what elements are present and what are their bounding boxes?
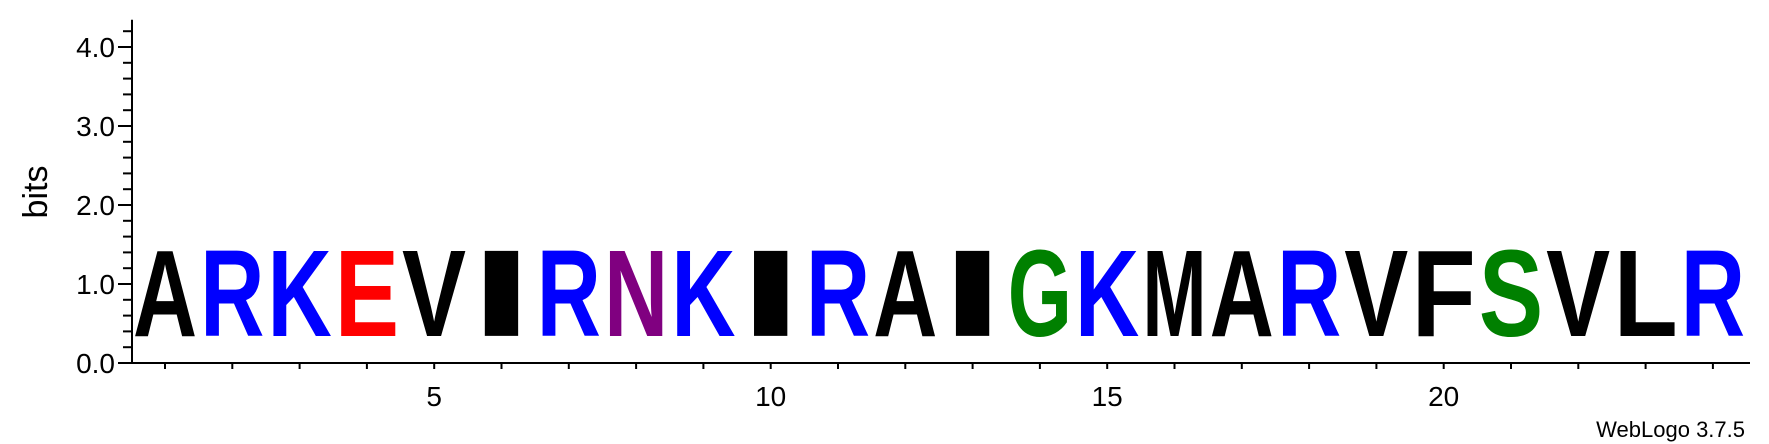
residue-letter-S: S	[1479, 225, 1543, 362]
residue-letter-A: A	[133, 225, 197, 363]
y-tick-label: 2.0	[76, 190, 115, 221]
x-axis: 5 10 15 20	[132, 362, 1750, 412]
residue-letter-R: R	[537, 225, 601, 363]
residue-letter-M: M	[1142, 224, 1206, 362]
y-axis-label: bits	[17, 166, 55, 219]
x-tick-label: 5	[426, 381, 442, 412]
residue-letter-R: R	[806, 225, 870, 363]
residue-letter-V: V	[1546, 225, 1610, 362]
residue-letter-L: L	[1613, 225, 1677, 363]
residue-letter-V: V	[1344, 225, 1408, 362]
residue-letter-K: K	[267, 225, 331, 363]
x-tick-label: 10	[755, 381, 786, 412]
x-tick-label: 20	[1428, 381, 1459, 412]
residue-letter-I: I	[739, 225, 803, 363]
residue-letter-K: K	[671, 225, 735, 363]
residue-letter-A: A	[1210, 225, 1274, 363]
residue-letter-N: N	[604, 225, 668, 363]
residue-letter-V: V	[402, 225, 466, 362]
residue-letter-I: I	[469, 225, 533, 363]
residue-letter-R: R	[200, 225, 264, 363]
y-tick-label: 3.0	[76, 111, 115, 142]
residue-letter-I: I	[940, 225, 1004, 363]
x-tick-label: 15	[1092, 381, 1123, 412]
residue-letter-E: E	[335, 225, 399, 362]
residue-letter-F: F	[1412, 225, 1476, 363]
y-axis: 0.0 1.0 2.0 3.0 4.0	[76, 19, 133, 379]
y-tick-label: 1.0	[76, 269, 115, 300]
residue-letter-R: R	[1681, 225, 1745, 363]
residue-letter-K: K	[1075, 225, 1139, 363]
y-tick-label: 0.0	[76, 348, 115, 379]
residue-letter-A: A	[873, 225, 937, 363]
residue-letter-G: G	[1008, 225, 1072, 362]
y-tick-label: 4.0	[76, 32, 115, 63]
residue-letter-R: R	[1277, 225, 1341, 363]
weblogo-credit: WebLogo 3.7.5	[1596, 417, 1745, 442]
